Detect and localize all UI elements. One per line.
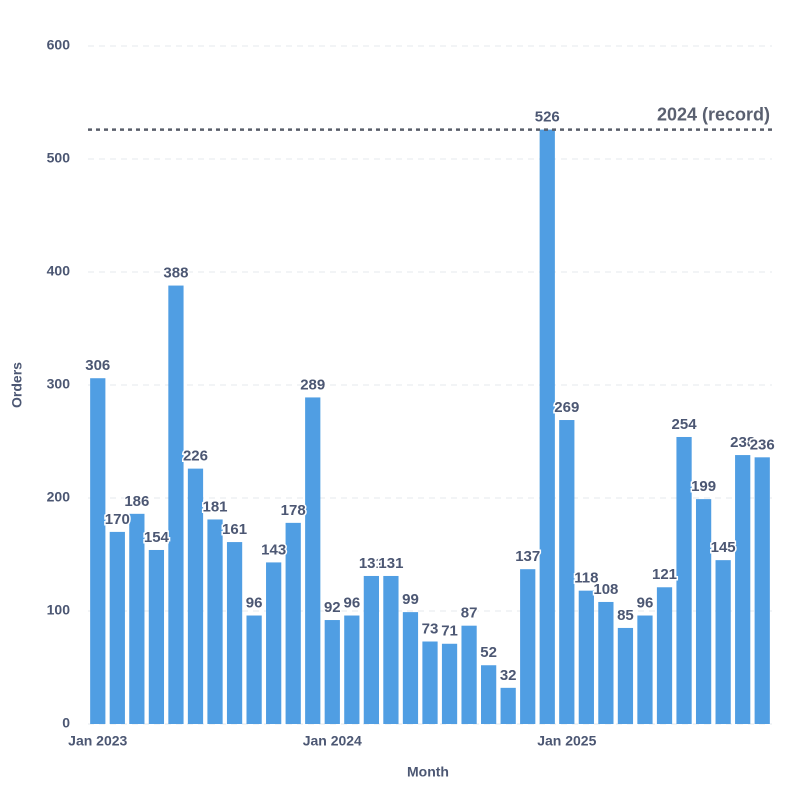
value-label: 161 [222, 521, 247, 538]
value-label: 154 [144, 529, 170, 546]
value-label: 186 [124, 493, 149, 510]
y-tick-label: 400 [47, 263, 71, 279]
bar [246, 615, 262, 724]
value-label: 73 [422, 620, 439, 637]
value-label: 238 [730, 434, 755, 451]
bar [305, 397, 321, 724]
x-axis-label: Month [407, 764, 449, 780]
bar [226, 542, 243, 724]
value-label: 145 [711, 539, 736, 556]
value-label: 254 [672, 416, 698, 433]
value-label: 92 [324, 599, 341, 616]
value-label: 181 [203, 498, 228, 515]
y-tick-label: 600 [47, 37, 71, 53]
x-tick-label: Jan 2023 [68, 733, 127, 749]
bar [148, 549, 165, 724]
bar [285, 522, 301, 724]
value-label: 143 [261, 541, 286, 558]
bar [461, 625, 477, 724]
bar [656, 587, 673, 724]
y-axis-label: Orders [9, 362, 25, 408]
value-label: 87 [461, 605, 478, 622]
x-tick-label: Jan 2025 [537, 733, 596, 749]
value-label: 236 [750, 436, 775, 453]
y-tick-label: 300 [47, 376, 71, 392]
bar [520, 569, 536, 724]
bar [598, 601, 614, 724]
value-label: 178 [281, 502, 306, 519]
bar [109, 531, 125, 724]
bar [363, 575, 379, 724]
value-label: 96 [343, 594, 360, 611]
value-label: 121 [652, 566, 677, 583]
value-label: 131 [359, 555, 384, 572]
value-label: 137 [515, 548, 540, 565]
bar [324, 620, 340, 724]
value-label: 71 [441, 623, 458, 640]
bar [383, 575, 399, 724]
bar [695, 499, 712, 724]
value-label: 96 [246, 594, 263, 611]
bar [266, 562, 282, 724]
value-label: 226 [183, 448, 208, 465]
bar [129, 513, 145, 724]
bar [559, 420, 575, 724]
value-label: 85 [617, 607, 634, 624]
y-tick-label: 200 [47, 489, 71, 505]
bar [578, 590, 594, 724]
value-label: 96 [637, 594, 654, 611]
value-label: 289 [300, 376, 325, 393]
bar [481, 665, 497, 724]
value-label: 131 [378, 555, 403, 572]
x-tick-label: Jan 2024 [303, 733, 362, 749]
bar [617, 627, 634, 724]
value-label: 199 [691, 478, 716, 495]
bar [441, 643, 458, 724]
value-label: 269 [554, 399, 579, 416]
bar [90, 378, 106, 724]
bar [207, 519, 223, 724]
value-label: 306 [85, 357, 110, 374]
bar [187, 468, 204, 724]
bar [676, 436, 692, 724]
bar [637, 615, 653, 724]
bar [735, 455, 751, 724]
bar [402, 612, 419, 724]
y-tick-label: 500 [47, 150, 71, 166]
value-label: 526 [535, 109, 560, 126]
value-label: 170 [105, 511, 130, 528]
value-label: 118 [574, 570, 598, 587]
bar [715, 560, 731, 724]
bar [422, 641, 438, 724]
bar [168, 285, 184, 724]
bar [344, 615, 360, 724]
value-label: 52 [480, 644, 497, 661]
value-label: 99 [402, 591, 419, 608]
bar [754, 457, 770, 724]
bar [539, 129, 555, 724]
value-label: 388 [163, 265, 188, 282]
y-tick-label: 0 [62, 715, 70, 731]
value-label: 108 [593, 581, 618, 598]
y-tick-label: 100 [47, 602, 71, 618]
value-label: 32 [500, 667, 517, 684]
reference-label: 2024 (record) [657, 104, 770, 124]
bar [500, 687, 516, 724]
